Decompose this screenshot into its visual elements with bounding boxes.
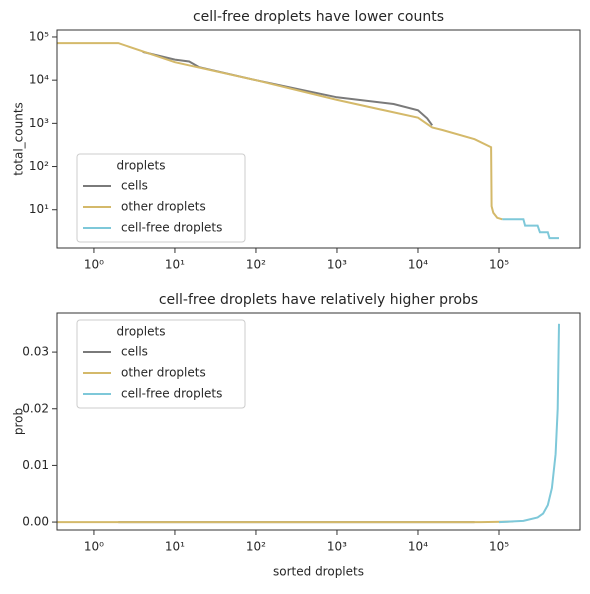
y-tick-label: 0.00 [22, 515, 49, 529]
legend-title: droplets [117, 159, 166, 173]
x-tick-label: 10⁵ [489, 258, 509, 272]
legend-box [76, 153, 246, 243]
series-line [498, 323, 560, 524]
legend-label: cell-free droplets [121, 221, 222, 235]
legend-label: other droplets [121, 366, 206, 380]
y-axis-label: prob [12, 408, 26, 435]
chart-title: cell-free droplets have relatively highe… [159, 292, 478, 308]
y-tick-label: 10⁵ [29, 29, 49, 43]
legend-label: cell-free droplets [121, 387, 222, 401]
y-tick-label: 10³ [29, 116, 49, 130]
x-tick-label: 10² [246, 258, 266, 272]
chart-title: cell-free droplets have lower counts [193, 9, 444, 25]
legend-label: cells [121, 345, 148, 359]
x-tick-label: 10³ [327, 540, 347, 554]
x-tick-label: 10² [246, 540, 266, 554]
y-tick-label: 10¹ [29, 202, 49, 216]
x-axis-label: sorted droplets [273, 565, 364, 579]
legend-label: cells [121, 179, 148, 193]
y-tick-label: 0.01 [22, 458, 49, 472]
legend-label: other droplets [121, 200, 206, 214]
x-tick-label: 10¹ [165, 540, 185, 554]
x-tick-label: 10⁵ [489, 540, 509, 554]
legend-box [76, 319, 246, 409]
x-tick-label: 10¹ [165, 258, 185, 272]
plot-frame [56, 29, 581, 249]
series-line [502, 218, 559, 240]
series-line [57, 520, 514, 524]
series-line [142, 50, 434, 126]
legend-title: droplets [117, 325, 166, 339]
x-tick-label: 10⁴ [408, 258, 428, 272]
plot-frame [56, 312, 581, 531]
x-tick-label: 10³ [327, 258, 347, 272]
series-line [57, 42, 503, 221]
y-tick-label: 10² [29, 159, 49, 173]
y-axis-label: total_counts [12, 102, 26, 176]
y-tick-label: 0.03 [22, 345, 49, 359]
x-tick-label: 10⁰ [84, 258, 104, 272]
x-tick-label: 10⁴ [408, 540, 428, 554]
x-tick-label: 10⁰ [84, 540, 104, 554]
y-tick-label: 0.02 [22, 401, 49, 415]
y-tick-label: 10⁴ [29, 73, 49, 87]
